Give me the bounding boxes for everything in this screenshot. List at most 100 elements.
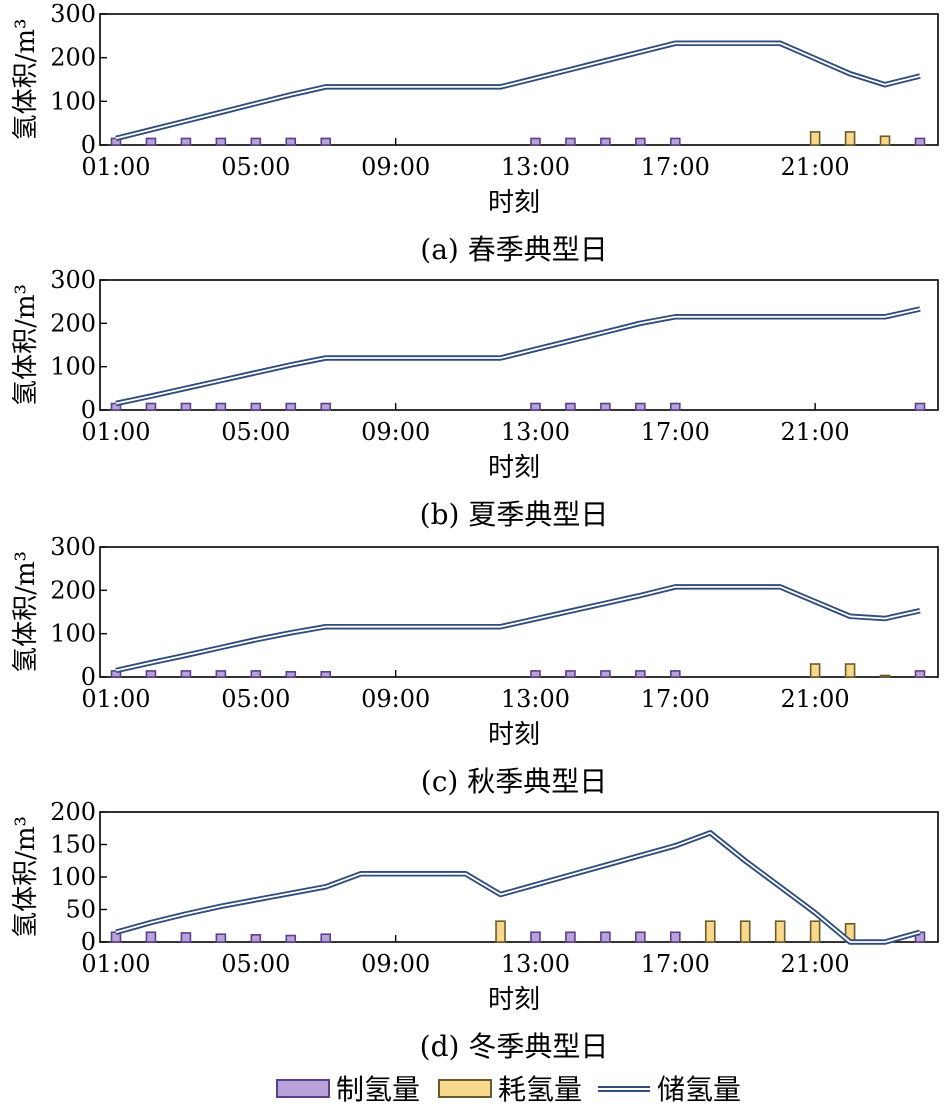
- consumption-bar: [495, 920, 506, 943]
- x-tick-label: 17:00: [641, 950, 710, 978]
- x-tick-label: 01:00: [81, 418, 150, 446]
- production-bar: [180, 137, 192, 146]
- y-tick-label: 200: [50, 44, 96, 72]
- chart-panel-4: 0 50 100 150 200 01:00 05:00 09:00 13:00 17:00 21:…: [11, 798, 939, 1063]
- production-bar: [215, 137, 227, 146]
- production-bar: [530, 931, 541, 943]
- production-bar: [635, 402, 646, 411]
- production-bar: [914, 670, 926, 678]
- production-bar: [530, 137, 541, 146]
- x-axis-title: 时刻: [488, 985, 540, 1015]
- production-bar: [320, 933, 332, 943]
- consumption-bar: [879, 674, 891, 678]
- x-tick-label: 09:00: [361, 950, 430, 978]
- y-tick-label: 150: [50, 831, 96, 859]
- storage-line: [115, 40, 921, 142]
- storage-line: [115, 584, 921, 674]
- production-bar: [565, 402, 576, 411]
- production-bar: [250, 934, 262, 943]
- production-bar: [670, 137, 681, 146]
- legend-consumption-label: 耗氢量: [498, 1073, 582, 1106]
- production-bar: [530, 670, 541, 678]
- legend-production-label: 制氢量: [336, 1073, 420, 1106]
- x-tick-label: 09:00: [361, 685, 430, 713]
- x-tick-label: 09:00: [361, 418, 430, 446]
- production-bar: [285, 934, 297, 943]
- production-bar: [670, 931, 681, 943]
- chart-panel-1: 0 100 200 300 01:00 05:00 09:00 13:00 17:00 21:00…: [11, 0, 939, 266]
- y-tick-label: 0: [81, 663, 96, 691]
- x-tick-label: 01:00: [81, 685, 150, 713]
- production-bar: [215, 933, 227, 943]
- production-bar: [145, 137, 157, 146]
- production-bar: [914, 402, 926, 411]
- production-bar: [145, 670, 157, 678]
- production-bar: [600, 402, 611, 411]
- production-bar: [635, 931, 646, 943]
- storage-line-inner: [115, 308, 921, 405]
- production-bar: [250, 137, 262, 146]
- x-tick-label: 21:00: [781, 950, 850, 978]
- production-bar: [110, 137, 122, 146]
- chart-panel-3: 0 100 200 300 01:00 05:00 09:00 13:00 17:00 21:00…: [11, 533, 939, 798]
- production-bar: [565, 670, 576, 678]
- x-tick-label: 05:00: [221, 418, 290, 446]
- production-bar: [635, 670, 646, 678]
- consumption-bar: [809, 131, 821, 146]
- production-bar: [320, 402, 332, 411]
- chart-caption: (b) 夏季典型日: [420, 498, 609, 531]
- storage-line-inner: [115, 586, 921, 672]
- production-bar: [600, 670, 611, 678]
- production-bar: [565, 137, 576, 146]
- y-tick-label: 300: [50, 533, 96, 561]
- y-tick-label: 300: [50, 0, 96, 28]
- production-bar: [914, 931, 926, 943]
- consumption-bar: [879, 135, 891, 146]
- x-tick-label: 21:00: [781, 685, 850, 713]
- y-tick-label: 0: [81, 928, 96, 956]
- y-tick-label: 200: [50, 309, 96, 337]
- legend-item-production: 制氢量: [276, 1073, 420, 1106]
- y-tick-label: 200: [50, 798, 96, 826]
- production-bar: [285, 670, 297, 678]
- chart-caption: (c) 秋季典型日: [421, 765, 607, 798]
- production-bar: [914, 137, 926, 146]
- production-bar: [250, 402, 262, 411]
- x-tick-label: 09:00: [361, 153, 430, 181]
- production-bar: [320, 670, 332, 678]
- production-bar: [530, 402, 541, 411]
- plot-frame: [99, 279, 939, 411]
- y-tick-label: 50: [65, 896, 96, 924]
- y-tick-label: 100: [50, 87, 96, 115]
- chart-panel-2: 0 100 200 300 01:00 05:00 09:00 13:00 17:00 21:00…: [11, 266, 939, 531]
- x-tick-label: 01:00: [81, 153, 150, 181]
- production-bar: [670, 670, 681, 678]
- x-tick-label: 21:00: [781, 418, 850, 446]
- y-axis-title: 氢体积/m³: [11, 19, 41, 141]
- x-tick-label: 17:00: [641, 418, 710, 446]
- legend-item-consumption: 耗氢量: [438, 1073, 582, 1106]
- production-bar: [110, 670, 122, 678]
- production-bar: [145, 402, 157, 411]
- y-tick-label: 100: [50, 620, 96, 648]
- x-tick-label: 05:00: [221, 950, 290, 978]
- x-tick-label: 17:00: [641, 685, 710, 713]
- y-tick-label: 0: [81, 396, 96, 424]
- production-bar: [285, 137, 297, 146]
- y-tick-label: 0: [81, 131, 96, 159]
- plot-frame: [99, 13, 939, 146]
- consumption-bar: [844, 663, 856, 678]
- production-bar: [215, 670, 227, 678]
- chart-legend: 制氢量 耗氢量 储氢量: [276, 1073, 741, 1106]
- x-tick-label: 13:00: [501, 950, 570, 978]
- consumption-bar: [774, 920, 786, 943]
- storage-line-inner: [115, 42, 921, 140]
- production-bar: [600, 931, 611, 943]
- y-tick-label: 200: [50, 576, 96, 604]
- production-bar: [285, 402, 297, 411]
- y-axis-title: 氢体积/m³: [11, 816, 41, 938]
- storage-line-inner: [115, 831, 921, 943]
- x-tick-label: 01:00: [81, 950, 150, 978]
- x-tick-label: 05:00: [221, 685, 290, 713]
